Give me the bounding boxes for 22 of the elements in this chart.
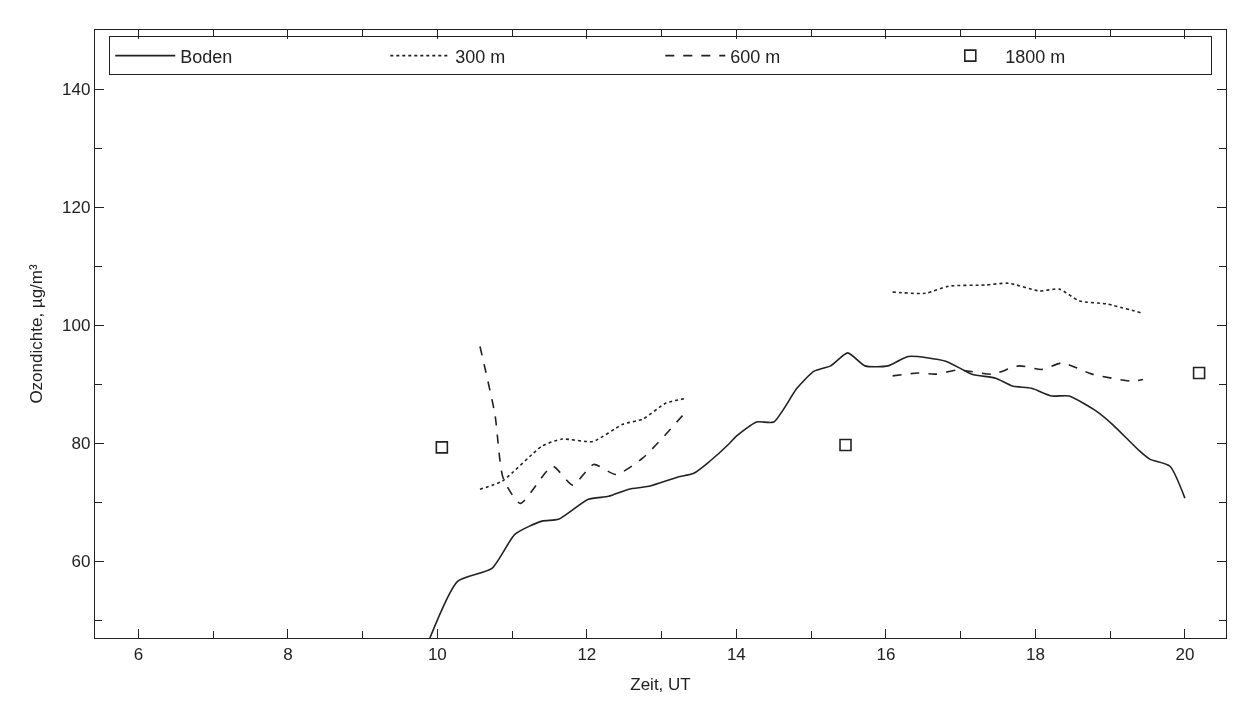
- y-tick-label: 100: [62, 316, 91, 336]
- y-tick-label: 60: [71, 552, 91, 572]
- legend-label: Boden: [180, 46, 233, 67]
- y-tick-label: 120: [62, 198, 91, 218]
- x-tick-label: 12: [577, 644, 597, 664]
- legend-label: 1800 m: [1005, 46, 1066, 67]
- point: [1192, 366, 1206, 380]
- x-axis-title: Zeit, UT: [630, 674, 691, 694]
- x-tick-label: 8: [283, 644, 293, 664]
- x-tick-label: 6: [133, 644, 144, 664]
- point: [435, 441, 449, 454]
- x-tick-label: 20: [1175, 644, 1195, 664]
- y-axis-title: Ozondichte, µg/m³: [26, 264, 46, 404]
- y-tick-label: 140: [62, 79, 91, 99]
- point: [839, 438, 852, 452]
- x-tick-label: 14: [726, 644, 746, 664]
- legend-label: 300 m: [455, 46, 506, 67]
- y-tick-label: 80: [71, 434, 91, 454]
- x-tick-label: 16: [876, 644, 896, 664]
- x-tick-label: 18: [1025, 644, 1045, 664]
- x-tick-label: 10: [427, 644, 447, 664]
- legend-label: 600 m: [730, 46, 781, 67]
